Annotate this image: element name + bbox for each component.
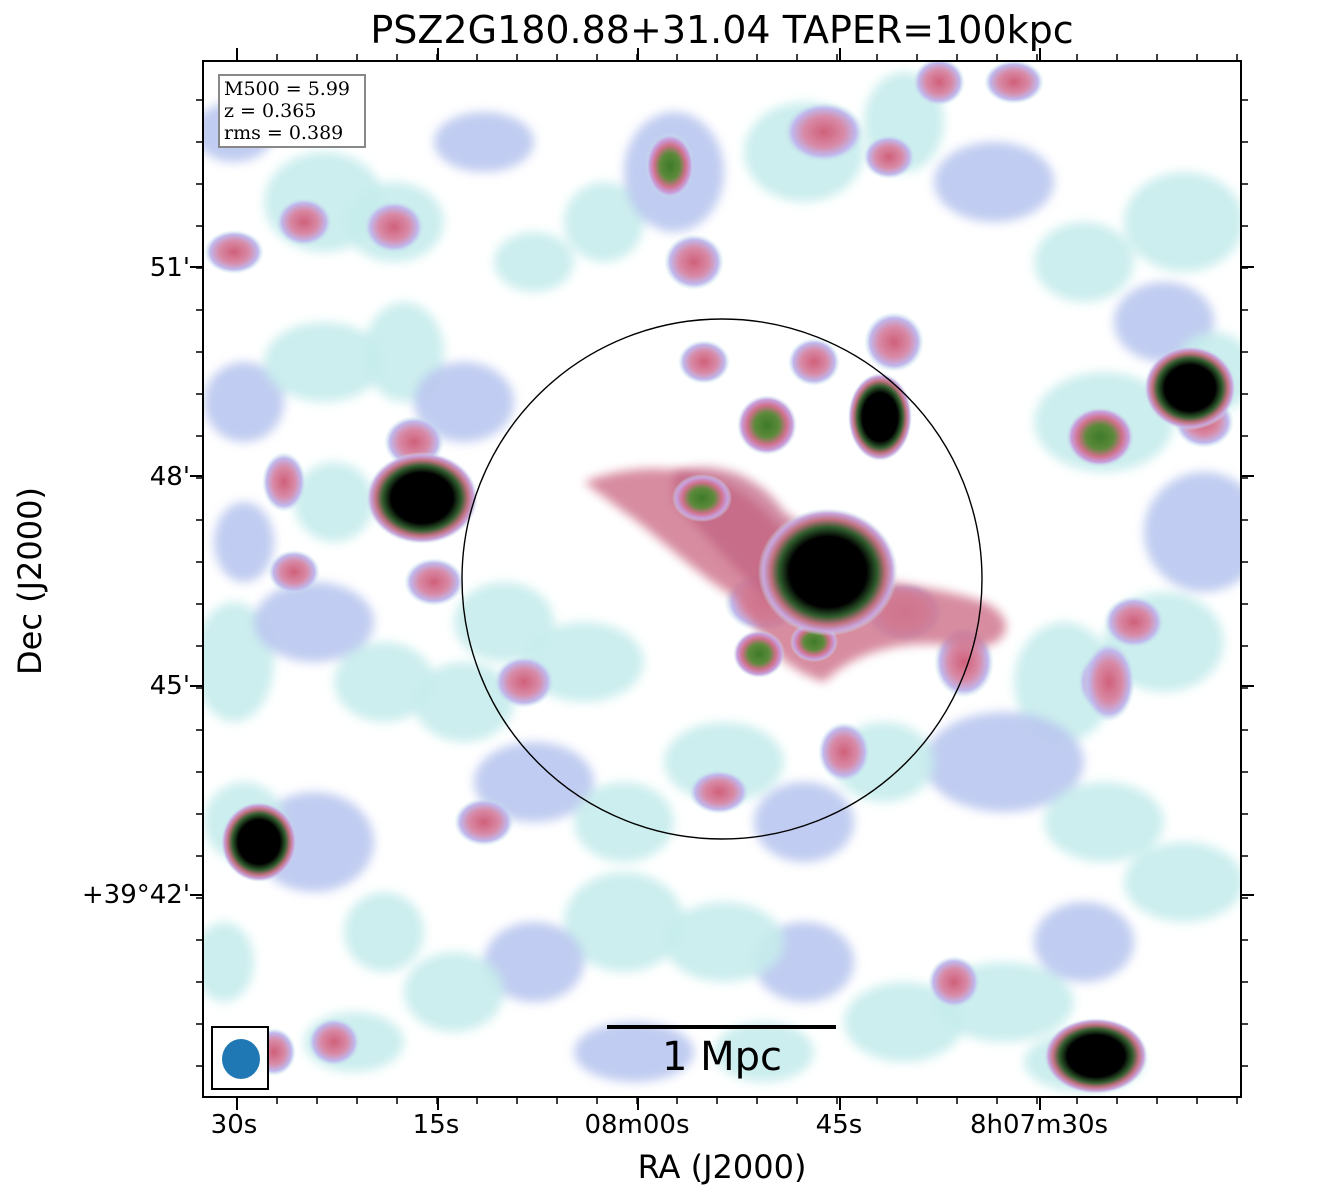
redshift-label: z = 0.365 [224,100,317,122]
cluster-info-box: M500 = 5.99 z = 0.365 rms = 0.389 [218,74,366,148]
y-tick-label: +39°42' [81,880,190,910]
y-tick-label: 45' [149,671,190,701]
plot-title: PSZ2G180.88+31.04 TAPER=100kpc [370,8,1074,52]
y-axis-title: Dec (J2000) [11,487,49,675]
image-panel [202,60,1242,1098]
radio-map-image [204,62,1240,1094]
mass-label: M500 = 5.99 [224,78,351,100]
scale-bar-label: 1 Mpc [661,1034,783,1080]
y-tick-label: 48' [149,462,190,492]
beam-ellipse [222,1039,260,1079]
x-tick-label: 45s [815,1110,863,1140]
r500-circle [461,318,983,840]
bright-sources [221,346,1236,1094]
scale-bar [607,1025,836,1029]
rms-label: rms = 0.389 [224,122,344,144]
x-tick-label: 15s [412,1110,460,1140]
y-tick-label: 51' [149,253,190,283]
beam-box [211,1026,269,1090]
x-tick-label: 8h07m30s [969,1110,1109,1140]
x-tick-label: 30s [210,1110,258,1140]
x-axis-title: RA (J2000) [637,1148,807,1186]
x-tick-label: 08m00s [584,1110,690,1140]
